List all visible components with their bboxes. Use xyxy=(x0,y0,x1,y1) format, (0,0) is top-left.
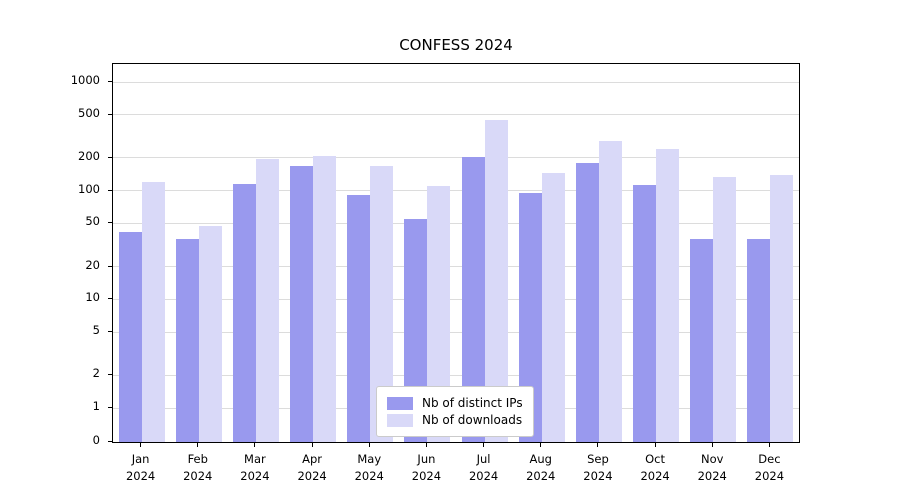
bar-downloads-1 xyxy=(198,226,222,442)
gridline xyxy=(113,266,799,268)
x-tick-mark xyxy=(711,443,713,447)
x-tick-mark xyxy=(311,443,313,447)
x-tick-mark xyxy=(483,443,485,447)
x-tick-label: Sep 2024 xyxy=(583,452,613,483)
y-tick-label: 10 xyxy=(85,290,100,305)
bar-ips-9 xyxy=(633,185,657,442)
x-tick-label: Nov 2024 xyxy=(697,452,727,483)
gridline xyxy=(113,374,799,376)
y-tick-label: 50 xyxy=(85,214,100,229)
legend-item-ips: Nb of distinct IPs xyxy=(387,396,523,410)
bar-downloads-8 xyxy=(598,141,622,442)
bar-ips-1 xyxy=(175,238,199,442)
legend-label-downloads: Nb of downloads xyxy=(422,413,523,427)
gridline xyxy=(113,114,799,116)
y-axis: 0 1 2 5 10 20 50 100 200 500 1000 xyxy=(0,63,112,447)
x-tick-label: Jan 2024 xyxy=(125,452,156,483)
bar-ips-10 xyxy=(690,238,714,442)
x-tick-label: Apr 2024 xyxy=(297,452,327,483)
gridline xyxy=(113,190,799,192)
y-tick-mark xyxy=(108,113,112,115)
x-tick-mark xyxy=(654,443,656,447)
gridline xyxy=(113,157,799,159)
x-tick-mark xyxy=(368,443,370,447)
x-tick-label: May 2024 xyxy=(354,452,384,483)
bar-downloads-3 xyxy=(313,155,337,442)
y-tick-label: 100 xyxy=(78,181,100,196)
y-tick-label: 200 xyxy=(78,148,100,163)
legend-label-ips: Nb of distinct IPs xyxy=(422,396,523,410)
bar-downloads-6 xyxy=(484,119,508,442)
gridline xyxy=(113,298,799,300)
y-tick-mark xyxy=(108,222,112,224)
y-tick-label: 1000 xyxy=(70,73,100,87)
y-tick-mark xyxy=(108,265,112,267)
bar-ips-11 xyxy=(747,238,771,442)
x-tick-label: Feb 2024 xyxy=(183,452,213,483)
gridline xyxy=(113,222,799,224)
x-tick-mark xyxy=(540,443,542,447)
gridline xyxy=(113,331,799,333)
y-tick-mark xyxy=(108,298,112,300)
bar-ips-7 xyxy=(518,193,542,442)
bar-downloads-0 xyxy=(141,182,165,442)
x-tick-mark xyxy=(768,443,770,447)
x-tick-mark xyxy=(425,443,427,447)
x-tick-label: Oct 2024 xyxy=(640,452,670,483)
y-tick-label: 2 xyxy=(92,366,100,381)
x-tick-mark xyxy=(140,443,142,447)
x-tick-mark xyxy=(597,443,599,447)
bar-downloads-5 xyxy=(427,186,451,442)
y-tick-mark xyxy=(108,441,112,442)
y-tick-mark xyxy=(108,156,112,158)
legend-swatch-downloads xyxy=(387,413,413,427)
bar-downloads-4 xyxy=(370,165,394,442)
bar-downloads-9 xyxy=(656,149,680,442)
y-tick-mark xyxy=(108,407,112,408)
legend-item-downloads: Nb of downloads xyxy=(387,413,523,427)
bar-downloads-7 xyxy=(541,173,565,442)
chart-title: CONFESS 2024 xyxy=(399,36,513,54)
y-tick-label: 5 xyxy=(92,323,100,338)
x-tick-label: Dec 2024 xyxy=(754,452,785,483)
x-tick-mark xyxy=(197,443,199,447)
x-tick-label: Jun 2024 xyxy=(411,452,442,483)
bar-ips-8 xyxy=(575,162,599,442)
x-tick-label: Jul 2024 xyxy=(468,452,499,483)
y-tick-label: 500 xyxy=(78,105,100,120)
bar-ips-6 xyxy=(461,156,485,442)
gridline xyxy=(113,81,799,83)
y-tick-label: 0 xyxy=(92,433,100,447)
bar-ips-4 xyxy=(347,194,371,442)
plot-area: Nb of distinct IPs Nb of downloads xyxy=(112,63,800,443)
bar-downloads-10 xyxy=(713,176,737,442)
bar-downloads-11 xyxy=(770,175,794,442)
bar-ips-2 xyxy=(232,184,256,442)
bar-ips-0 xyxy=(118,231,142,442)
legend-swatch-ips xyxy=(387,396,413,410)
y-tick-mark xyxy=(108,81,112,82)
bar-downloads-2 xyxy=(255,159,279,442)
y-tick-label: 1 xyxy=(92,399,100,413)
y-tick-mark xyxy=(108,331,112,333)
x-tick-label: Aug 2024 xyxy=(526,452,556,483)
y-tick-mark xyxy=(108,189,112,191)
bar-ips-3 xyxy=(290,165,314,442)
legend: Nb of distinct IPs Nb of downloads xyxy=(376,386,534,437)
y-tick-label: 20 xyxy=(85,257,100,272)
x-tick-label: Mar 2024 xyxy=(240,452,270,483)
x-tick-mark xyxy=(254,443,256,447)
y-tick-mark xyxy=(108,374,112,376)
x-axis: Jan 2024 Feb 2024 Mar 2024 Apr 2024 May 2024 Jun 20… xyxy=(112,443,800,499)
